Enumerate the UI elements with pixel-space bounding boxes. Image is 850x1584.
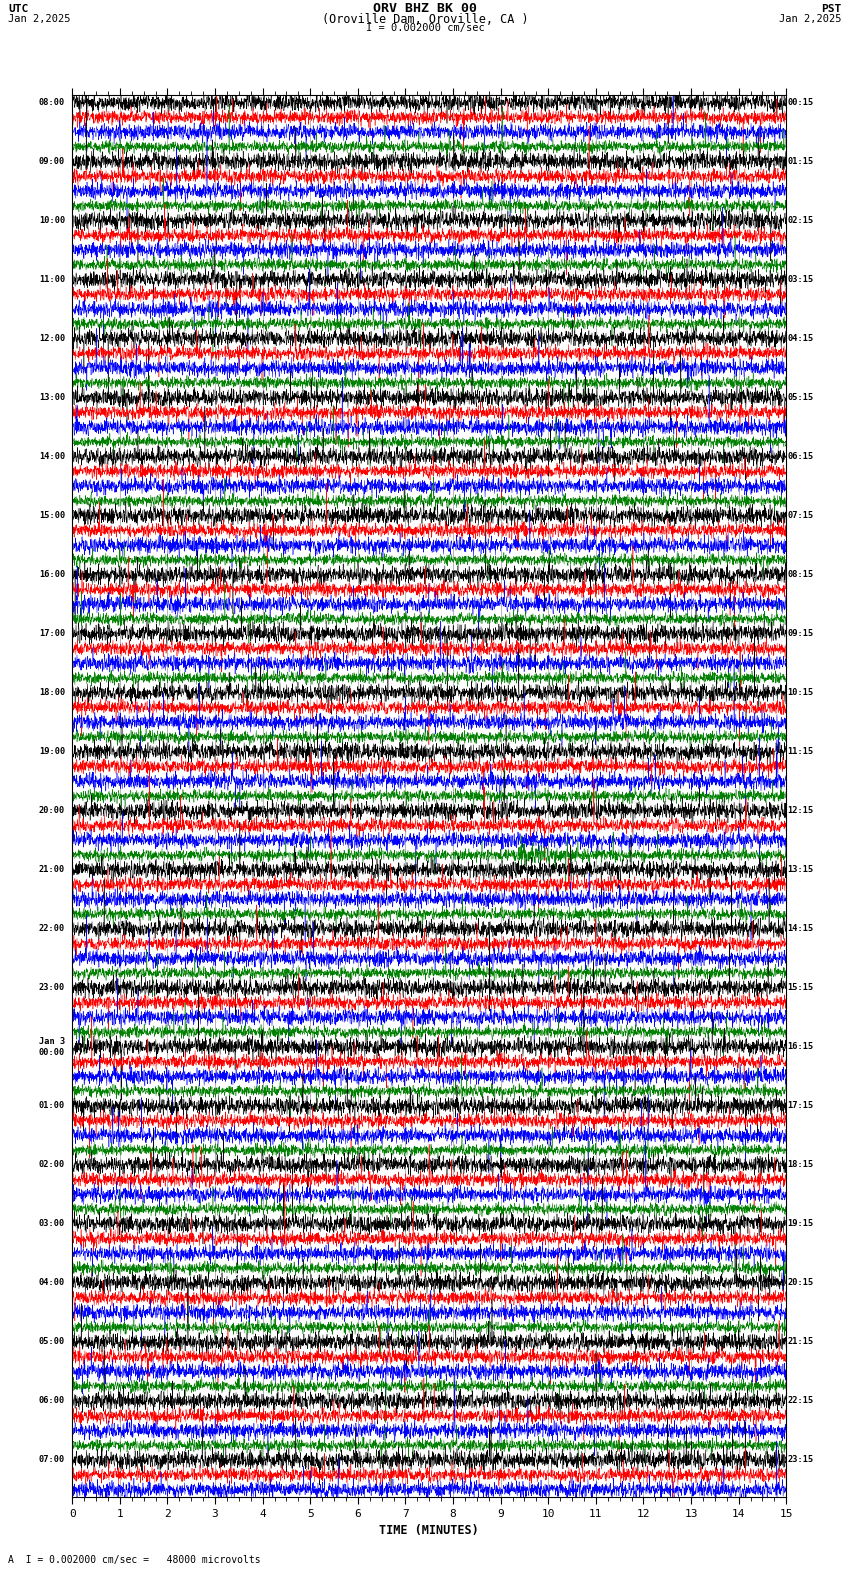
Text: 10:15: 10:15: [788, 687, 814, 697]
Text: 06:15: 06:15: [788, 451, 814, 461]
Text: 16:00: 16:00: [39, 570, 65, 580]
Text: 01:15: 01:15: [788, 157, 814, 166]
Text: Jan 2,2025: Jan 2,2025: [779, 14, 842, 24]
Text: 03:00: 03:00: [39, 1220, 65, 1228]
Text: 09:15: 09:15: [788, 629, 814, 638]
Text: 22:15: 22:15: [788, 1397, 814, 1405]
Text: 15:15: 15:15: [788, 984, 814, 992]
Text: (Oroville Dam, Oroville, CA ): (Oroville Dam, Oroville, CA ): [321, 13, 529, 25]
Text: 20:15: 20:15: [788, 1278, 814, 1288]
Text: 04:15: 04:15: [788, 334, 814, 344]
Text: 19:00: 19:00: [39, 748, 65, 756]
Text: 13:15: 13:15: [788, 865, 814, 874]
Text: 18:15: 18:15: [788, 1161, 814, 1169]
Text: UTC: UTC: [8, 3, 29, 14]
Text: A  I = 0.002000 cm/sec =   48000 microvolts: A I = 0.002000 cm/sec = 48000 microvolts: [8, 1555, 261, 1565]
Text: 14:00: 14:00: [39, 451, 65, 461]
Text: Jan 2,2025: Jan 2,2025: [8, 14, 71, 24]
Text: 21:00: 21:00: [39, 865, 65, 874]
Text: 05:00: 05:00: [39, 1337, 65, 1346]
Text: 08:00: 08:00: [39, 98, 65, 106]
Text: 07:00: 07:00: [39, 1456, 65, 1465]
Text: Jan 3
00:00: Jan 3 00:00: [39, 1038, 65, 1057]
Text: 23:15: 23:15: [788, 1456, 814, 1465]
Text: 21:15: 21:15: [788, 1337, 814, 1346]
Text: 20:00: 20:00: [39, 806, 65, 816]
Text: 22:00: 22:00: [39, 925, 65, 933]
Text: 01:00: 01:00: [39, 1101, 65, 1110]
Text: 17:00: 17:00: [39, 629, 65, 638]
Text: 03:15: 03:15: [788, 276, 814, 284]
Text: 16:15: 16:15: [788, 1042, 814, 1052]
Text: 15:00: 15:00: [39, 512, 65, 520]
Text: 18:00: 18:00: [39, 687, 65, 697]
Text: 19:15: 19:15: [788, 1220, 814, 1228]
X-axis label: TIME (MINUTES): TIME (MINUTES): [379, 1524, 479, 1536]
Text: 13:00: 13:00: [39, 393, 65, 402]
Text: 05:15: 05:15: [788, 393, 814, 402]
Text: 08:15: 08:15: [788, 570, 814, 580]
Text: I = 0.002000 cm/sec: I = 0.002000 cm/sec: [366, 22, 484, 33]
Text: 10:00: 10:00: [39, 215, 65, 225]
Text: 02:15: 02:15: [788, 215, 814, 225]
Text: 23:00: 23:00: [39, 984, 65, 992]
Text: 11:00: 11:00: [39, 276, 65, 284]
Text: 00:15: 00:15: [788, 98, 814, 106]
Text: 09:00: 09:00: [39, 157, 65, 166]
Text: 12:15: 12:15: [788, 806, 814, 816]
Text: 12:00: 12:00: [39, 334, 65, 344]
Text: 11:15: 11:15: [788, 748, 814, 756]
Text: 06:00: 06:00: [39, 1397, 65, 1405]
Text: ORV BHZ BK 00: ORV BHZ BK 00: [373, 2, 477, 16]
Text: 02:00: 02:00: [39, 1161, 65, 1169]
Text: PST: PST: [821, 3, 842, 14]
Text: 04:00: 04:00: [39, 1278, 65, 1288]
Text: 14:15: 14:15: [788, 925, 814, 933]
Text: 17:15: 17:15: [788, 1101, 814, 1110]
Text: 07:15: 07:15: [788, 512, 814, 520]
